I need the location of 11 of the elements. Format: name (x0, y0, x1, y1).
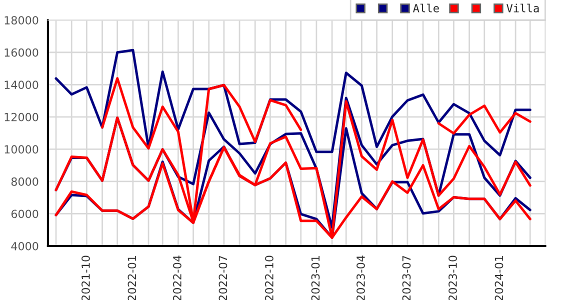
y-tick-label: 6000 (11, 210, 38, 218)
legend-label: Alle (412, 4, 439, 12)
y-tick-label: 14000 (4, 80, 38, 90)
line-series (54, 48, 532, 156)
y-tick-label: 8000 (11, 177, 38, 186)
y-tick-label: 16000 (4, 48, 38, 57)
legend-label: Villa (506, 4, 539, 12)
y-tick-label: 18000 (4, 16, 38, 24)
y-tick-label: 10000 (4, 145, 38, 154)
y-tick-label: 12000 (4, 112, 38, 122)
y-tick-label: 4000 (11, 242, 38, 250)
